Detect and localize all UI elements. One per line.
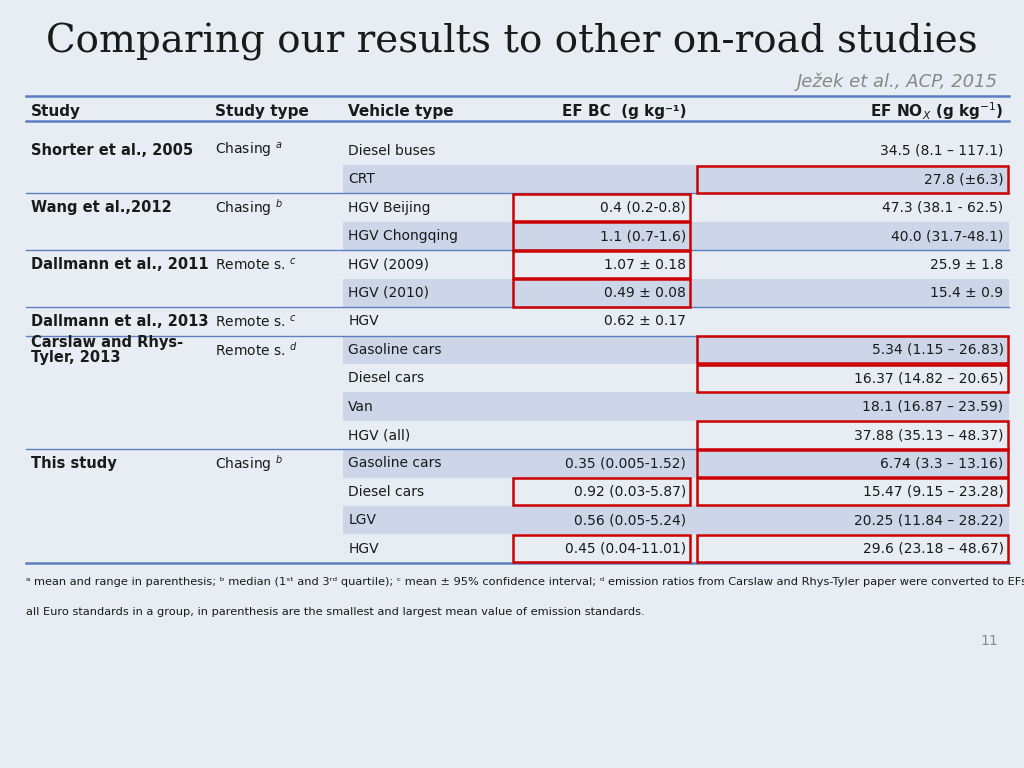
Text: Comparing our results to other on-road studies: Comparing our results to other on-road s…	[46, 23, 978, 61]
Bar	[343, 279, 1009, 307]
Text: Van: Van	[348, 399, 374, 414]
Bar	[513, 223, 690, 250]
Text: HGV: HGV	[348, 314, 379, 329]
Text: 18.1 (16.87 – 23.59): 18.1 (16.87 – 23.59)	[862, 399, 1004, 414]
Text: 27.8 (±6.3): 27.8 (±6.3)	[924, 172, 1004, 187]
Bar	[343, 392, 1009, 421]
Text: 0.45 (0.04-11.01): 0.45 (0.04-11.01)	[565, 541, 686, 556]
Bar	[343, 506, 1009, 535]
Text: 1.1 (0.7-1.6): 1.1 (0.7-1.6)	[600, 229, 686, 243]
Text: Dallmann et al., 2011: Dallmann et al., 2011	[31, 257, 208, 272]
Text: 0.49 ± 0.08: 0.49 ± 0.08	[604, 286, 686, 300]
Bar	[513, 535, 690, 562]
Text: 6.74 (3.3 – 13.16): 6.74 (3.3 – 13.16)	[881, 456, 1004, 471]
Text: Carslaw and Rhys-: Carslaw and Rhys-	[31, 335, 183, 350]
Text: Ježek et al., ACP, 2015: Ježek et al., ACP, 2015	[798, 73, 998, 91]
Bar	[343, 336, 1009, 364]
Text: EF NO$_X$ (g kg$^{-1}$): EF NO$_X$ (g kg$^{-1}$)	[870, 101, 1004, 122]
Bar	[697, 535, 1008, 562]
Text: 15.4 ± 0.9: 15.4 ± 0.9	[931, 286, 1004, 300]
Bar	[697, 450, 1008, 477]
Text: 0.62 ± 0.17: 0.62 ± 0.17	[604, 314, 686, 329]
Text: 15.47 (9.15 – 23.28): 15.47 (9.15 – 23.28)	[863, 485, 1004, 499]
Bar	[697, 422, 1008, 449]
Text: Remote s. $^{c}$: Remote s. $^{c}$	[215, 313, 297, 329]
Text: 29.6 (23.18 – 48.67): 29.6 (23.18 – 48.67)	[862, 541, 1004, 556]
Bar	[697, 478, 1008, 505]
Bar	[513, 478, 690, 505]
Text: LGV: LGV	[348, 513, 376, 528]
Text: Diesel cars: Diesel cars	[348, 371, 424, 386]
Text: 11: 11	[981, 634, 998, 648]
Text: 37.88 (35.13 – 48.37): 37.88 (35.13 – 48.37)	[854, 428, 1004, 442]
Text: Remote s. $^{d}$: Remote s. $^{d}$	[215, 341, 298, 359]
Text: EF BC  (g kg⁻¹): EF BC (g kg⁻¹)	[561, 104, 686, 118]
Text: This study: This study	[31, 456, 117, 471]
Text: Vehicle type: Vehicle type	[348, 104, 454, 118]
Bar	[513, 251, 690, 278]
Text: Shorter et al., 2005: Shorter et al., 2005	[31, 144, 193, 158]
Text: HGV Beijing: HGV Beijing	[348, 200, 431, 215]
Text: 40.0 (31.7-48.1): 40.0 (31.7-48.1)	[891, 229, 1004, 243]
Text: HGV Chongqing: HGV Chongqing	[348, 229, 458, 243]
Text: 16.37 (14.82 – 20.65): 16.37 (14.82 – 20.65)	[854, 371, 1004, 386]
Text: 25.9 ± 1.8: 25.9 ± 1.8	[930, 257, 1004, 272]
Text: Dallmann et al., 2013: Dallmann et al., 2013	[31, 314, 208, 329]
Text: HGV (2010): HGV (2010)	[348, 286, 429, 300]
Text: Tyler, 2013: Tyler, 2013	[31, 349, 120, 365]
Text: Study: Study	[31, 104, 81, 118]
Bar	[343, 222, 1009, 250]
Text: Chasing $^{a}$: Chasing $^{a}$	[215, 141, 283, 161]
Text: 47.3 (38.1 - 62.5): 47.3 (38.1 - 62.5)	[883, 200, 1004, 215]
Text: 0.56 (0.05-5.24): 0.56 (0.05-5.24)	[574, 513, 686, 528]
Text: 5.34 (1.15 – 26.83): 5.34 (1.15 – 26.83)	[871, 343, 1004, 357]
Text: Gasoline cars: Gasoline cars	[348, 456, 441, 471]
Text: all Euro standards in a group, in parenthesis are the smallest and largest mean : all Euro standards in a group, in parent…	[26, 607, 644, 617]
Text: Wang et al.,2012: Wang et al.,2012	[31, 200, 171, 215]
Text: 20.25 (11.84 – 28.22): 20.25 (11.84 – 28.22)	[854, 513, 1004, 528]
Text: 1.07 ± 0.18: 1.07 ± 0.18	[604, 257, 686, 272]
Text: Study type: Study type	[215, 104, 309, 118]
Text: Diesel buses: Diesel buses	[348, 144, 435, 158]
Bar	[513, 194, 690, 221]
Text: HGV (2009): HGV (2009)	[348, 257, 429, 272]
Bar	[343, 449, 1009, 478]
Text: 0.35 (0.005-1.52): 0.35 (0.005-1.52)	[565, 456, 686, 471]
Text: 34.5 (8.1 – 117.1): 34.5 (8.1 – 117.1)	[881, 144, 1004, 158]
Text: Chasing $^{b}$: Chasing $^{b}$	[215, 453, 283, 474]
Bar	[697, 336, 1008, 363]
Text: Chasing $^{b}$: Chasing $^{b}$	[215, 197, 283, 218]
Bar	[697, 365, 1008, 392]
Bar	[513, 280, 690, 306]
Text: 0.92 (0.03-5.87): 0.92 (0.03-5.87)	[573, 485, 686, 499]
Text: HGV: HGV	[348, 541, 379, 556]
Text: Gasoline cars: Gasoline cars	[348, 343, 441, 357]
Text: CRT: CRT	[348, 172, 375, 187]
Bar	[697, 166, 1008, 193]
Text: ᵃ mean and range in parenthesis; ᵇ median (1ˢᵗ and 3ʳᵈ quartile); ᶜ mean ± 95% c: ᵃ mean and range in parenthesis; ᵇ media…	[26, 577, 1024, 587]
Bar	[343, 165, 1009, 194]
Text: Diesel cars: Diesel cars	[348, 485, 424, 499]
Text: 0.4 (0.2-0.8): 0.4 (0.2-0.8)	[600, 200, 686, 215]
Text: Remote s. $^{c}$: Remote s. $^{c}$	[215, 257, 297, 273]
Text: HGV (all): HGV (all)	[348, 428, 411, 442]
